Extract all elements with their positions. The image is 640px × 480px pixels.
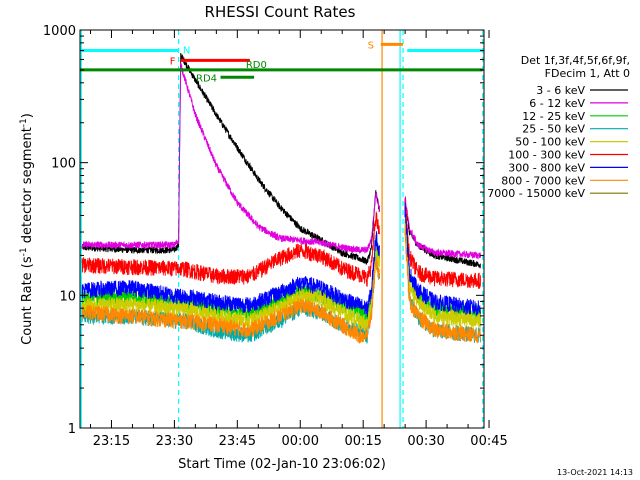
series-line-300-800kev-0 (81, 231, 380, 317)
x-tick-label: 00:15 (344, 434, 381, 449)
y-tick-label: 1000 (43, 24, 76, 39)
legend-header-line-2: FDecim 1, Att 0 (545, 67, 630, 80)
legend-entry-label: 300 - 800 keV (508, 161, 585, 174)
x-axis: 23:15 23:30 23:45 00:00 00:15 00:30 00:45 (89, 30, 508, 449)
series-line-100-300kev-0 (81, 211, 380, 287)
x-tick-label: 00:00 (282, 434, 319, 449)
series-line-3-6kev-0 (81, 52, 380, 266)
y-axis-label: Count Rate (s-1 detector segment-1) (19, 113, 35, 345)
legend-entry-label: 12 - 25 keV (522, 110, 585, 123)
series-line-3-6kev-1 (404, 199, 481, 269)
legend-header-line-1: Det 1f,3f,4f,5f,6f,9f, (521, 54, 630, 67)
series-layer (81, 52, 482, 344)
y-tick-label: 10 (59, 289, 76, 304)
annotation-label-f: F (170, 56, 176, 67)
x-tick-label: 00:45 (470, 434, 507, 449)
legend-entry-label: 800 - 7000 keV (501, 174, 585, 187)
series-line-50-100kev-0 (81, 244, 380, 331)
y-axis: 1 10 100 1000 (43, 24, 484, 437)
y-tick-label: 100 (51, 157, 76, 172)
legend-entry-label: 100 - 300 keV (508, 149, 585, 162)
annotation-label-s: S (368, 40, 374, 51)
annotation-label-rd4: RD4 (196, 73, 217, 84)
legend-entry-label: 6 - 12 keV (529, 97, 585, 110)
annotation-layer: NF RD0 RD4 S (80, 40, 483, 84)
x-tick-label: 23:45 (219, 434, 256, 449)
x-tick-label: 00:30 (407, 434, 444, 449)
x-tick-label: 23:15 (93, 434, 130, 449)
vertical-markers (80, 30, 484, 428)
series-line-6-12kev-0 (81, 62, 380, 255)
series-line-6-12kev-1 (404, 195, 482, 260)
series-line-50-100kev-1 (404, 217, 482, 329)
y-tick-label: 1 (68, 422, 76, 437)
x-axis-label: Start Time (02-Jan-10 23:06:02) (178, 457, 386, 472)
series-line-800-7000kev-0 (81, 256, 380, 344)
annotation-label-rd0: RD0 (246, 60, 267, 71)
series-line-300-800kev-1 (404, 202, 482, 316)
footer-timestamp: 13-Oct-2021 14:13 (557, 468, 633, 477)
chart-title: RHESSI Count Rates (205, 3, 356, 21)
plot-frame (79, 29, 485, 429)
legend-entry-label: 25 - 50 keV (522, 123, 585, 136)
legend-entry-label: 50 - 100 keV (515, 136, 585, 149)
legend: Det 1f,3f,4f,5f,6f,9f, FDecim 1, Att 0 3… (487, 54, 630, 200)
legend-entry-label: 3 - 6 keV (536, 84, 585, 97)
annotation-label-n: N (183, 46, 190, 57)
series-line-800-7000kev-1 (404, 226, 482, 344)
legend-entry-label: 7000 - 15000 keV (487, 187, 585, 200)
series-line-100-300kev-1 (404, 198, 482, 289)
x-tick-label: 23:30 (156, 434, 193, 449)
